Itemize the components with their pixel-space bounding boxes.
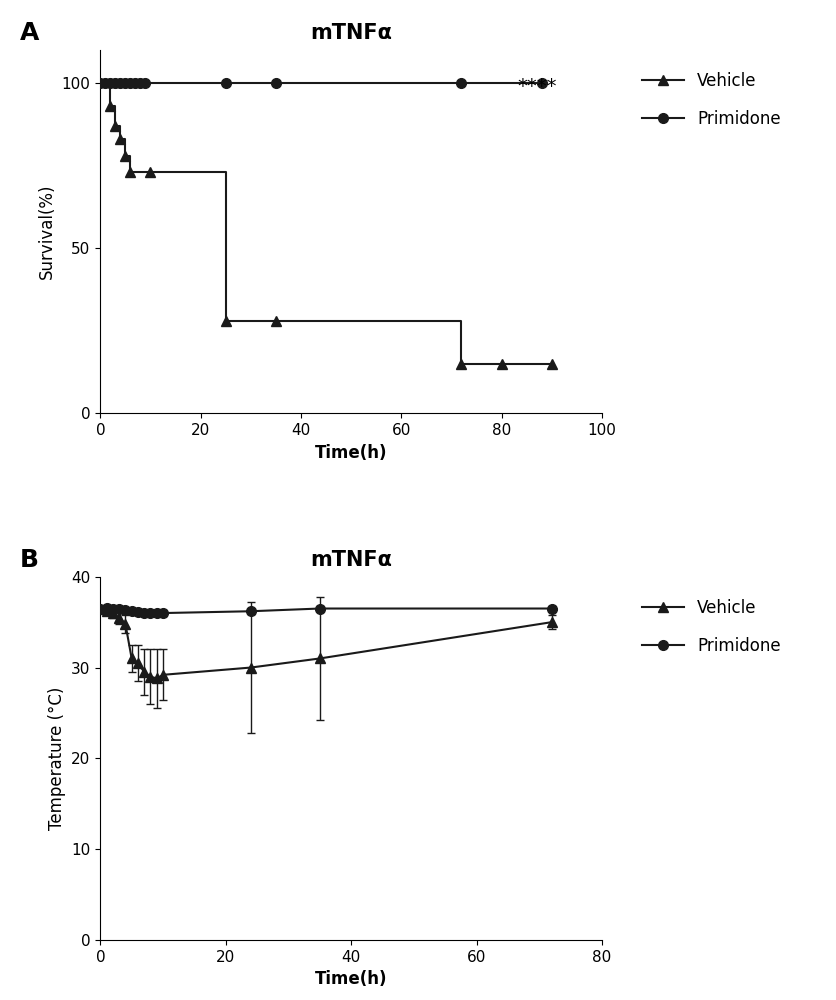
X-axis label: Time(h): Time(h) — [315, 970, 387, 988]
Text: ****: **** — [517, 77, 557, 96]
X-axis label: Time(h): Time(h) — [315, 444, 387, 462]
Text: B: B — [20, 548, 39, 572]
Text: A: A — [20, 21, 39, 45]
Title: mTNFα: mTNFα — [310, 23, 392, 43]
Legend: Vehicle, Primidone: Vehicle, Primidone — [635, 592, 788, 662]
Legend: Vehicle, Primidone: Vehicle, Primidone — [635, 66, 788, 135]
Y-axis label: Survival(%): Survival(%) — [38, 184, 56, 279]
Title: mTNFα: mTNFα — [310, 550, 392, 570]
Y-axis label: Temperature (°C): Temperature (°C) — [48, 687, 66, 830]
